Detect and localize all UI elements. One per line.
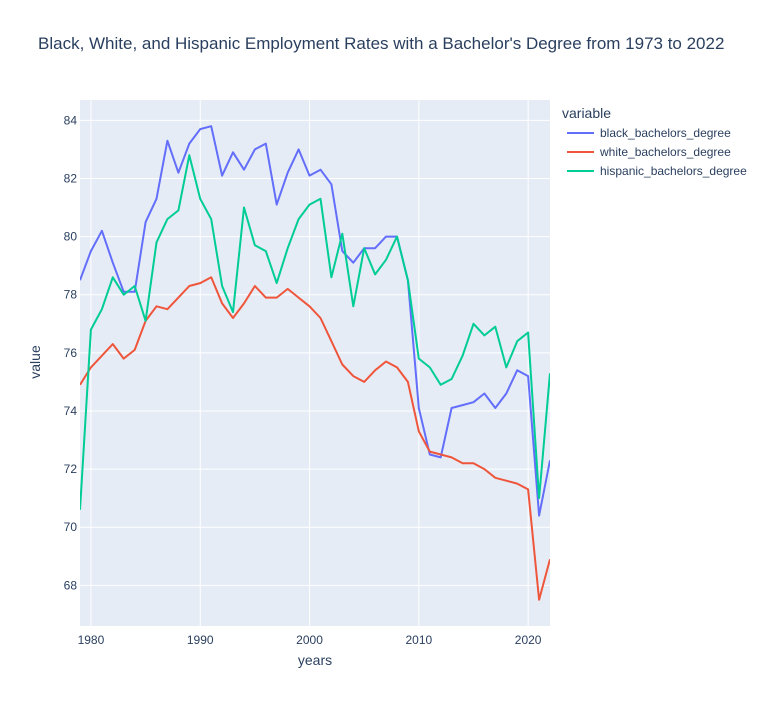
legend[interactable]: variable black_bachelors_degree white_bac… <box>562 105 747 178</box>
y-tick-label: 72 <box>64 462 78 476</box>
legend-label: white_bachelors_degree <box>599 145 731 159</box>
legend-item-black_bachelors_degree[interactable]: black_bachelors_degree <box>567 126 731 140</box>
x-axis-title: years <box>298 652 332 668</box>
chart-title: Black, White, and Hispanic Employment Ra… <box>38 34 724 53</box>
y-tick-label: 74 <box>64 404 78 418</box>
y-tick-label: 84 <box>64 113 78 127</box>
legend-item-hispanic_bachelors_degree[interactable]: hispanic_bachelors_degree <box>567 164 747 178</box>
y-tick-label: 80 <box>64 230 78 244</box>
legend-label: hispanic_bachelors_degree <box>600 164 747 178</box>
y-axis-ticks: 68 70 72 74 76 78 80 82 84 <box>64 113 78 592</box>
y-tick-label: 78 <box>64 288 78 302</box>
y-tick-label: 68 <box>64 578 78 592</box>
x-tick-label: 2010 <box>405 633 432 647</box>
legend-title: variable <box>562 105 611 121</box>
x-axis-ticks: 1980 1990 2000 2010 2020 <box>78 633 542 647</box>
x-tick-label: 1990 <box>187 633 214 647</box>
legend-item-white_bachelors_degree[interactable]: white_bachelors_degree <box>567 145 731 159</box>
legend-items[interactable]: black_bachelors_degree white_bachelors_de… <box>567 126 747 178</box>
series-line-hispanic_bachelors_degree[interactable] <box>80 154 550 510</box>
series-line-black_bachelors_degree[interactable] <box>80 125 550 517</box>
series-lines <box>80 125 550 601</box>
x-tick-label: 2000 <box>296 633 323 647</box>
grid <box>80 100 550 626</box>
y-tick-label: 70 <box>64 520 78 534</box>
series-line-white_bachelors_degree[interactable] <box>80 276 550 601</box>
legend-label: black_bachelors_degree <box>600 126 731 140</box>
y-axis-title: value <box>27 345 43 379</box>
y-tick-label: 82 <box>64 171 78 185</box>
y-tick-label: 76 <box>64 346 78 360</box>
x-tick-label: 1980 <box>78 633 105 647</box>
x-tick-label: 2020 <box>515 633 542 647</box>
